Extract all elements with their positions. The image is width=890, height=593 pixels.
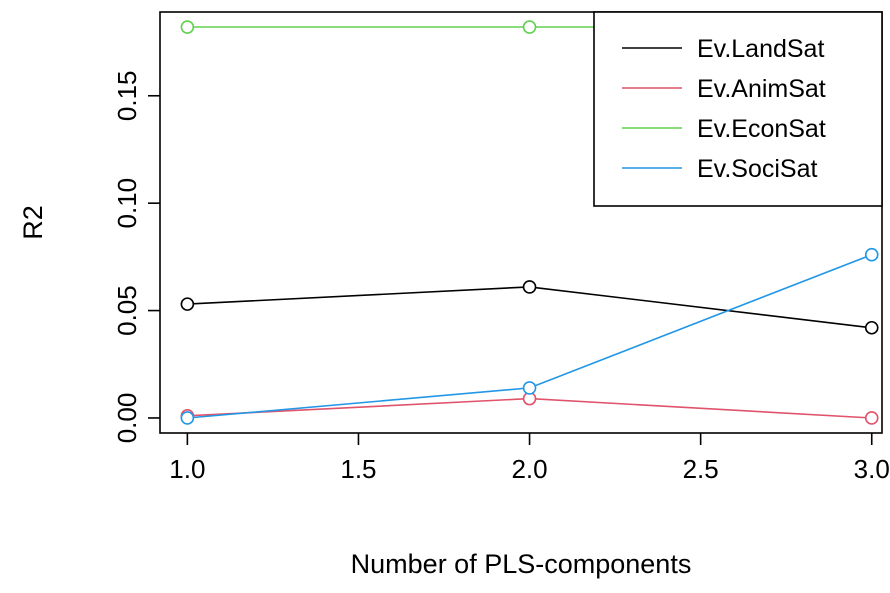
x-tick-label-2: 2.0 [511,454,547,484]
x-axis-title: Number of PLS-components [351,549,692,579]
legend-label-2: Ev.EconSat [697,115,826,143]
data-point-3-2 [864,247,879,262]
x-tick-label-4: 3.0 [854,454,890,484]
y-axis-title: R2 [18,205,48,240]
data-point-0-2 [864,320,879,335]
y-tick-label-3: 0.15 [112,70,142,121]
data-point-1-2 [864,411,879,425]
chart-legend: Ev.LandSat Ev.AnimSat Ev.EconSat Ev.SociSat [593,11,883,207]
legend-label-3: Ev.SociSat [697,155,817,183]
legend-box [593,11,883,207]
chart-marks [180,20,879,425]
y-tick-label-1: 0.05 [112,285,142,336]
y-tick-label-0: 0.00 [112,393,142,444]
data-point-2-1 [522,20,537,34]
x-tick-label-0: 1.0 [169,454,205,484]
x-tick-label-3: 2.5 [683,454,719,484]
legend-label-1: Ev.AnimSat [697,75,826,103]
plot-frame [159,11,883,434]
data-point-3-0 [180,411,195,425]
data-point-0-0 [180,297,195,311]
data-point-0-1 [522,280,537,294]
y-tick-label-2: 0.10 [112,178,142,229]
data-point-2-0 [180,20,195,34]
chart-axes: 1.0 1.5 2.0 2.5 3.0 0.00 0.05 0.10 0.15 [112,11,890,484]
x-tick-label-1: 1.5 [340,454,376,484]
legend-label-0: Ev.LandSat [697,35,824,63]
data-point-3-1 [522,381,537,395]
